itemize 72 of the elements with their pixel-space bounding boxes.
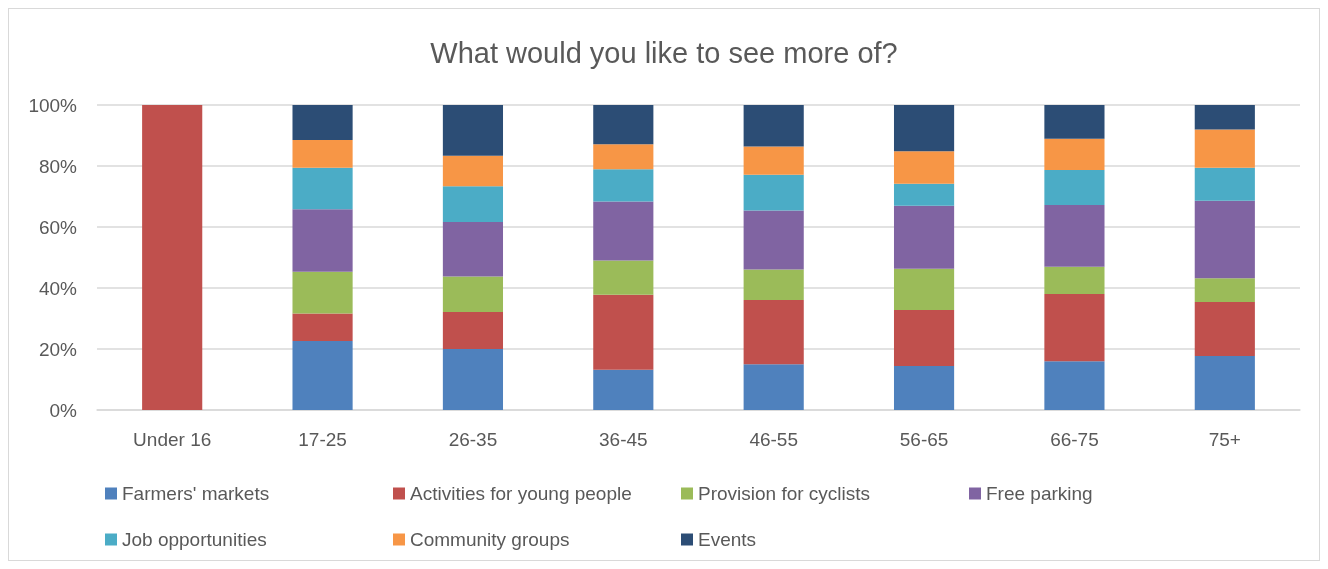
bar: [893, 268, 955, 310]
bar: [893, 205, 955, 269]
bar: [1044, 361, 1105, 410]
bar: [593, 144, 654, 170]
x-tick-label: Under 16: [133, 429, 212, 450]
bar: [1194, 105, 1255, 130]
bar: [593, 369, 654, 410]
bar: [743, 105, 804, 147]
bar: [292, 271, 353, 314]
x-tick-label: 56-65: [899, 429, 949, 450]
y-tick-label: 20%: [38, 338, 78, 360]
x-tick-label: 46-55: [749, 429, 798, 450]
bar: [893, 151, 955, 184]
bar: [743, 174, 804, 211]
y-tick-label: 100%: [28, 94, 78, 116]
bar: [1194, 200, 1255, 279]
x-tick-label: 36-45: [599, 429, 648, 450]
bar: [743, 364, 804, 410]
bar: [893, 309, 955, 367]
bar: [593, 294, 654, 370]
legend-label: Community groups: [410, 529, 570, 550]
bar: [292, 140, 353, 168]
x-tick-label: 75+: [1208, 429, 1241, 450]
bar: [593, 260, 654, 295]
legend-label: Job opportunities: [122, 529, 267, 550]
x-tick-label: 17-25: [298, 429, 347, 450]
bar: [593, 105, 654, 145]
bar: [292, 167, 353, 210]
bar: [442, 312, 504, 349]
bar: [1044, 169, 1105, 206]
bar: [1044, 205, 1105, 267]
y-tick-label: 80%: [38, 155, 78, 177]
bar: [1194, 129, 1255, 168]
bar: [442, 222, 504, 277]
bar: [593, 169, 654, 202]
y-tick-label: 60%: [38, 216, 78, 238]
bar: [893, 366, 955, 410]
bar: [743, 210, 804, 270]
bar: [442, 349, 504, 410]
bar: [442, 155, 504, 187]
x-tick-label: 26-35: [448, 429, 498, 450]
bar: [1044, 138, 1105, 170]
bar: [1044, 266, 1105, 295]
legend-label: Free parking: [986, 483, 1093, 504]
bar: [442, 186, 504, 223]
bar: [593, 201, 654, 261]
bar: [743, 299, 804, 365]
bar: [442, 276, 504, 313]
bar: [893, 105, 955, 152]
bar: [292, 341, 353, 410]
legend-label: Events: [698, 529, 757, 550]
bar: [292, 313, 353, 342]
bar: [292, 209, 353, 272]
bar: [292, 105, 353, 141]
bar: [1194, 167, 1255, 201]
bar: [1194, 356, 1255, 410]
bar: [442, 105, 504, 156]
legend-label: Provision for cyclists: [698, 483, 871, 504]
chart-title: What would you like to see more of?: [430, 36, 898, 69]
bar: [1194, 302, 1255, 357]
bar: [1194, 278, 1255, 303]
legend-label: Farmers' markets: [122, 483, 270, 504]
bar: [142, 105, 203, 410]
bar: [1044, 105, 1105, 139]
bar: [893, 183, 955, 206]
bar: [743, 146, 804, 175]
legend-label: Activities for young people: [410, 483, 632, 504]
y-tick-label: 0%: [49, 399, 78, 421]
bar: [1044, 294, 1105, 362]
bar: [743, 269, 804, 300]
y-tick-label: 40%: [38, 277, 78, 299]
x-tick-label: 66-75: [1050, 429, 1099, 450]
